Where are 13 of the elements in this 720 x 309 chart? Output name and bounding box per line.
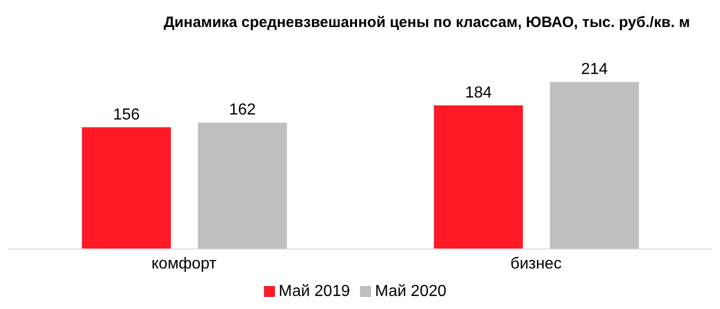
bar xyxy=(550,82,639,249)
bar xyxy=(434,105,523,249)
bar xyxy=(82,127,171,249)
data-label: 162 xyxy=(229,102,256,119)
legend-label: Май 2019 xyxy=(278,283,350,300)
data-label: 214 xyxy=(581,61,608,78)
x-tick-label: бизнес xyxy=(510,255,562,272)
bar xyxy=(198,122,287,249)
data-label: 184 xyxy=(465,84,492,102)
legend-label: Май 2020 xyxy=(375,283,446,300)
x-tick-label: комфорт xyxy=(151,255,218,272)
data-label: 156 xyxy=(113,106,140,124)
chart-title: Динамика средневзвешанной цены по классам, ЮВАО, тыс. руб./кв. м xyxy=(162,13,691,33)
